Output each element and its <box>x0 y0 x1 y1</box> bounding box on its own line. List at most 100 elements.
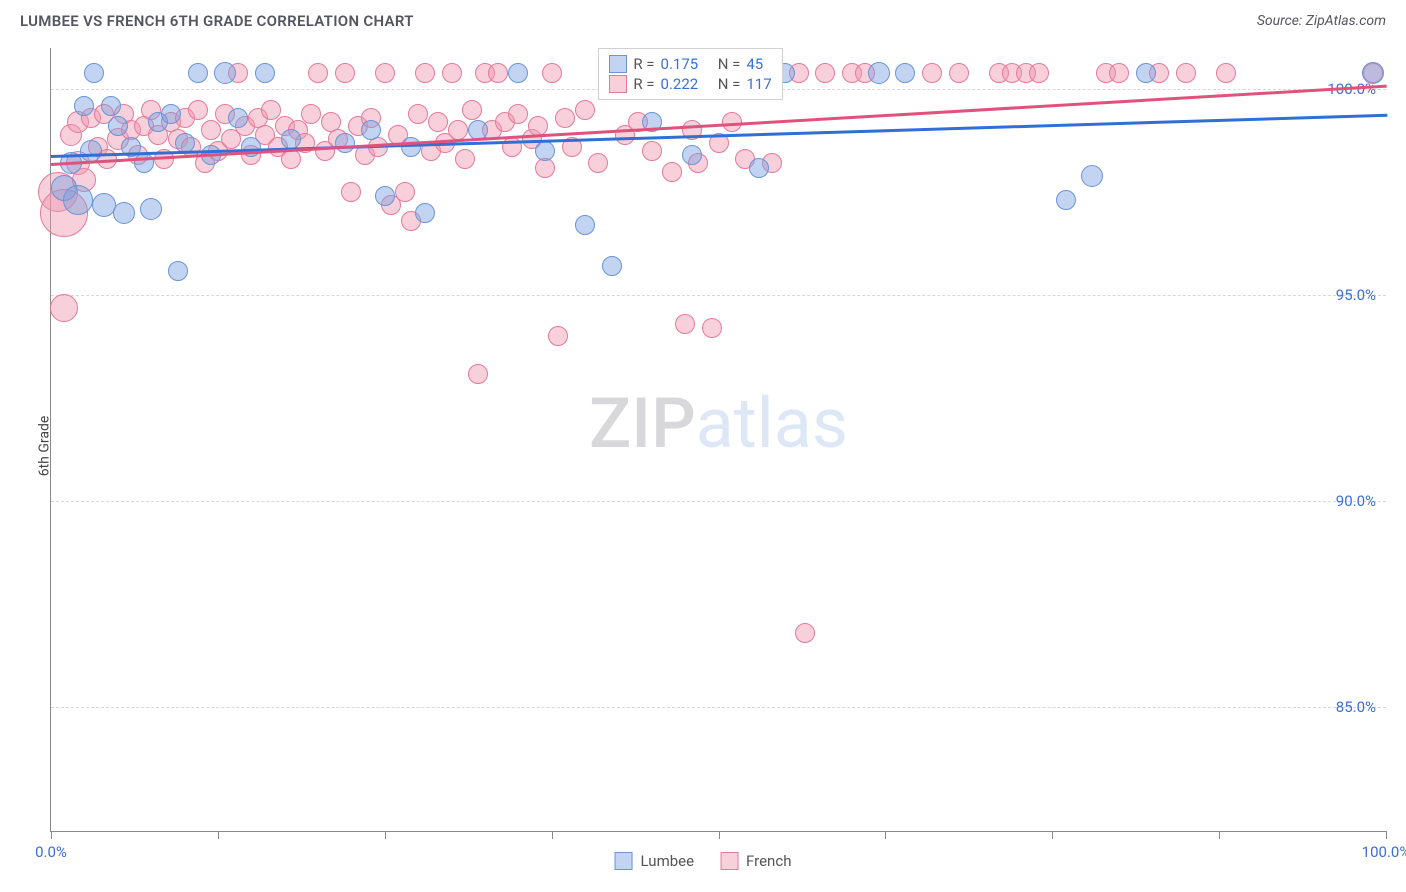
data-point <box>361 120 381 140</box>
data-point <box>555 108 575 128</box>
gridline <box>51 707 1386 708</box>
data-point <box>281 129 301 149</box>
watermark: ZIPatlas <box>589 383 848 465</box>
x-tick <box>218 831 219 839</box>
y-tick-label: 85.0% <box>1336 698 1376 716</box>
y-tick-label: 90.0% <box>1336 492 1376 510</box>
x-tick <box>552 831 553 839</box>
legend-item: Lumbee <box>615 852 695 870</box>
data-point <box>255 63 275 83</box>
data-point <box>261 100 281 120</box>
data-point <box>415 203 435 223</box>
data-point <box>50 294 78 322</box>
data-point <box>949 63 969 83</box>
data-point <box>415 63 435 83</box>
data-point <box>795 623 815 643</box>
n-label: N = <box>718 55 741 73</box>
gridline <box>51 295 1386 296</box>
data-point <box>281 149 301 169</box>
x-tick <box>51 831 52 839</box>
data-point <box>301 104 321 124</box>
data-point <box>188 63 208 83</box>
data-point <box>341 182 361 202</box>
data-point <box>188 100 208 120</box>
data-point <box>335 133 355 153</box>
data-point <box>113 202 135 224</box>
data-point <box>602 256 622 276</box>
x-tick <box>1219 831 1220 839</box>
legend-bottom: Lumbee French <box>615 852 792 870</box>
data-point <box>702 318 722 338</box>
data-point <box>488 63 508 83</box>
data-point <box>401 137 421 157</box>
source-label: Source: ZipAtlas.com <box>1257 13 1386 29</box>
data-point <box>408 104 428 124</box>
data-point <box>1056 190 1076 210</box>
data-point <box>462 100 482 120</box>
data-point <box>749 158 769 178</box>
data-point <box>922 63 942 83</box>
data-point <box>80 140 102 162</box>
data-point <box>63 185 93 215</box>
legend-label: Lumbee <box>641 852 695 870</box>
data-point <box>575 100 595 120</box>
y-tick-label: 95.0% <box>1336 286 1376 304</box>
x-tick <box>385 831 386 839</box>
r-value: 0.222 <box>661 75 699 93</box>
data-point <box>428 112 448 132</box>
data-point <box>168 261 188 281</box>
x-tick <box>1386 831 1387 839</box>
data-point <box>108 116 128 136</box>
data-point <box>468 364 488 384</box>
r-value: 0.175 <box>661 55 699 73</box>
data-point <box>140 198 162 220</box>
data-point <box>395 182 415 202</box>
data-point <box>1109 63 1129 83</box>
x-tick-label: 0.0% <box>35 843 67 861</box>
data-point <box>508 63 528 83</box>
x-tick <box>885 831 886 839</box>
data-point <box>1176 63 1196 83</box>
data-point <box>375 63 395 83</box>
data-point <box>375 186 395 206</box>
legend-swatch <box>609 75 627 93</box>
data-point <box>675 314 695 334</box>
data-point <box>335 63 355 83</box>
data-point <box>228 108 248 128</box>
legend-swatch <box>615 852 633 870</box>
data-point <box>535 141 555 161</box>
legend-item: French <box>720 852 791 870</box>
data-point <box>868 62 890 84</box>
data-point <box>1216 63 1236 83</box>
legend-label: French <box>746 852 791 870</box>
data-point <box>84 63 104 83</box>
data-point <box>308 63 328 83</box>
data-point <box>1136 63 1156 83</box>
data-point <box>448 120 468 140</box>
correlation-legend: R =0.175 N =45R =0.222 N =117 <box>598 48 782 100</box>
legend-swatch <box>720 852 738 870</box>
n-value: 45 <box>746 55 763 73</box>
data-point <box>588 153 608 173</box>
x-tick <box>719 831 720 839</box>
scatter-chart: ZIPatlas 85.0%90.0%95.0%100.0%0.0%100.0%… <box>50 48 1386 832</box>
data-point <box>815 63 835 83</box>
data-point <box>642 141 662 161</box>
data-point <box>682 145 702 165</box>
chart-title: LUMBEE VS FRENCH 6TH GRADE CORRELATION C… <box>20 12 414 30</box>
x-tick <box>1052 831 1053 839</box>
data-point <box>214 62 236 84</box>
data-point <box>662 162 682 182</box>
gridline <box>51 501 1386 502</box>
data-point <box>101 96 121 116</box>
legend-swatch <box>609 55 627 73</box>
data-point <box>508 104 528 124</box>
data-point <box>542 63 562 83</box>
data-point <box>895 63 915 83</box>
r-label: R = <box>633 55 654 73</box>
data-point <box>201 120 221 140</box>
r-label: R = <box>633 75 654 93</box>
data-point <box>74 96 94 116</box>
data-point <box>442 63 462 83</box>
n-value: 117 <box>746 75 771 93</box>
